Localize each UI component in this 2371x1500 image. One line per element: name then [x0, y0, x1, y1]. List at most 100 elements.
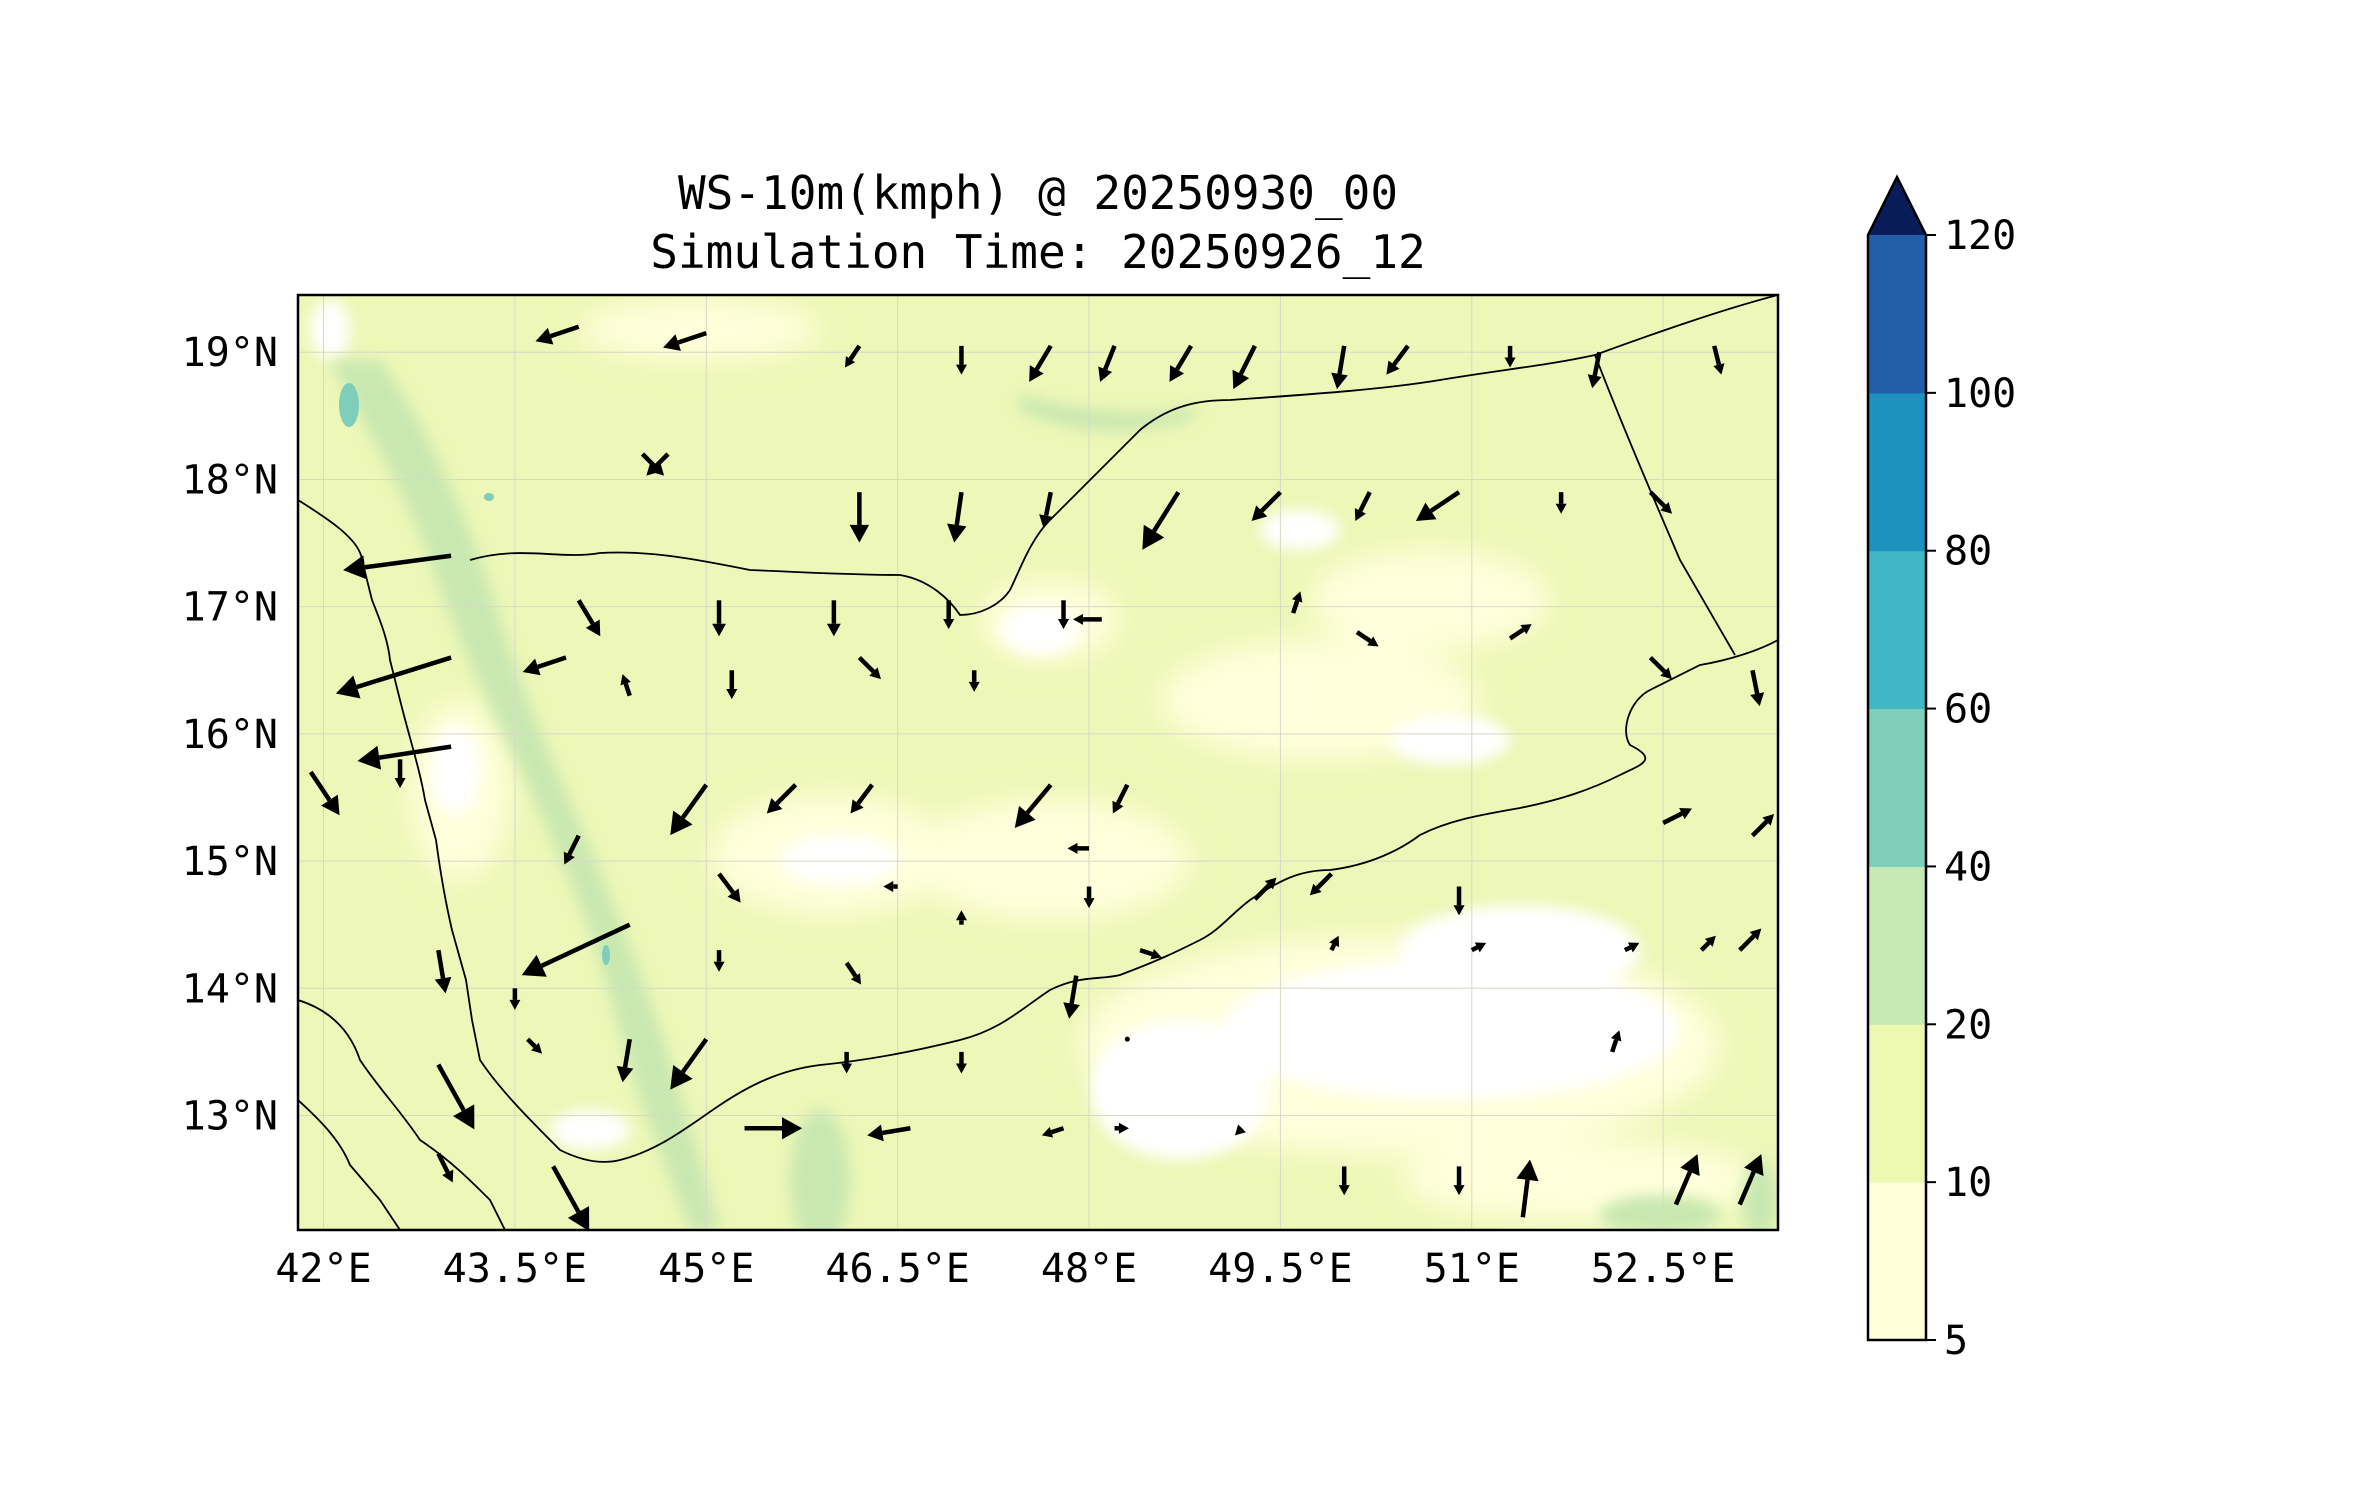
wind-arrow-head: [1660, 502, 1673, 514]
y-tick-label: 13°N: [182, 1094, 278, 1140]
y-tick-label: 18°N: [182, 457, 278, 503]
wind-arrow: [1738, 928, 1762, 952]
wind-arrow-head: [826, 623, 841, 637]
wind-arrow-shaft: [1520, 1179, 1530, 1218]
wind-arrow: [1470, 942, 1487, 953]
wind-arrow-head: [1098, 366, 1113, 382]
wind-arrow-shaft: [576, 599, 595, 625]
wind-arrow-shaft: [1662, 811, 1683, 825]
wind-arrow-shaft: [1238, 344, 1257, 375]
wind-arrow-shaft: [677, 331, 707, 345]
colorbar-frame: [1866, 174, 1928, 1342]
wind-arrow-head: [1029, 365, 1044, 382]
title-line-2: Simulation Time: 20250926_12: [650, 225, 1425, 279]
wind-arrow-shaft: [1508, 627, 1525, 641]
x-axis-ticks: 42°E 43.5°E 45°E 46.5°E 48°E 49.5°E 51°E 52.5°E: [275, 1246, 1735, 1292]
wind-arrow-shaft: [1358, 491, 1372, 512]
wind-arrow: [1041, 1126, 1065, 1138]
wind-arrow: [850, 783, 874, 814]
calm-areas: [310, 300, 1680, 1160]
wind-arrow-shaft: [1429, 490, 1461, 513]
wind-arrow-head: [850, 799, 864, 814]
calm-region: [1220, 960, 1680, 1100]
colorbar-segment: [1868, 392, 1926, 552]
wind-arrow-shaft: [1699, 941, 1711, 952]
strong-wind-spot: [602, 945, 610, 965]
wind-arrow-head: [1555, 503, 1567, 514]
wind-arrow-head: [670, 810, 693, 836]
y-axis-ticks: 19°N 18°N 17°N 16°N 15°N 14°N 13°N: [182, 330, 278, 1139]
wind-arrow-head: [1331, 372, 1348, 390]
coastline-red-sea-east: [298, 499, 1778, 1163]
wind-arrow-shaft: [1025, 783, 1053, 815]
wind-arrow-head: [1039, 514, 1054, 529]
calm-region: [1000, 605, 1080, 655]
wind-arrow-shaft: [1470, 945, 1479, 953]
wind-arrow-shaft: [1260, 490, 1283, 513]
wind-arrow-shaft: [1737, 1170, 1756, 1206]
wind-arrow-head: [1112, 800, 1124, 814]
wind-arrow-shaft: [717, 872, 735, 894]
moderate-wind-band: [790, 1110, 850, 1230]
wind-arrow-head: [453, 1104, 475, 1130]
wind-arrow: [1516, 1159, 1539, 1218]
wind-arrow-head: [509, 999, 521, 1010]
wind-arrow-head: [531, 1042, 543, 1054]
wind-arrow-head: [1453, 905, 1465, 916]
wind-arrow: [867, 1124, 911, 1142]
wind-arrow: [663, 331, 707, 351]
wind-arrow-head: [1354, 508, 1366, 521]
wind-arrow: [535, 324, 580, 345]
wind-arrow: [1098, 345, 1117, 382]
colorbar-segment: [1868, 1024, 1926, 1183]
colorbar-tick-label: 80: [1944, 529, 1992, 575]
wind-arrow-shaft: [623, 682, 632, 697]
wind-arrow-head: [1142, 524, 1165, 550]
y-tick-label: 17°N: [182, 585, 278, 631]
wind-arrow: [1112, 783, 1130, 814]
wind-arrow-head: [943, 619, 955, 630]
wind-arrow-head: [1516, 1159, 1539, 1182]
wind-arrow: [670, 1037, 709, 1090]
wind-arrow-head: [869, 667, 881, 680]
wind-arrow: [844, 961, 862, 985]
colorbar-segment: [1868, 866, 1926, 1025]
wind-arrow: [1083, 886, 1095, 909]
wind-arrow-head: [1504, 357, 1516, 368]
wind-arrow-shaft: [1355, 630, 1372, 643]
wind-arrow-head: [1014, 805, 1036, 828]
wind-arrow: [841, 1051, 853, 1074]
wind-arrow-shaft: [1139, 948, 1153, 957]
wind-arrow-head: [567, 1206, 590, 1230]
wind-arrow-head: [1680, 1154, 1700, 1176]
wind-arrow-head: [343, 555, 367, 580]
colorbar-tick-label: 100: [1944, 371, 2016, 417]
wind-arrow-shaft: [526, 1037, 537, 1049]
colorbar-tick-label: 5: [1944, 1318, 1968, 1364]
wind-arrow: [1067, 842, 1090, 854]
wind-arrow-head: [1660, 667, 1673, 680]
y-tick-label: 19°N: [182, 330, 278, 376]
wind-arrow-shaft: [1592, 351, 1602, 377]
wind-arrow: [1699, 935, 1716, 952]
calm-region: [1390, 715, 1510, 765]
wind-arrow: [335, 655, 452, 699]
wind-arrow-head: [850, 973, 862, 985]
wind-arrow-shaft: [1315, 872, 1334, 890]
wind-arrow-head: [1744, 1154, 1764, 1176]
wind-arrow-head: [1762, 814, 1775, 826]
wind-arrow: [1338, 1166, 1350, 1196]
wind-arrow-head: [955, 364, 967, 375]
wind-arrow-head: [849, 524, 870, 543]
wind-arrow-shaft: [1043, 491, 1053, 517]
wind-arrow-head: [1627, 942, 1640, 953]
wind-arrow-head: [1169, 365, 1184, 382]
wind-arrow-head: [357, 745, 382, 770]
wind-arrow-head: [1453, 1185, 1465, 1196]
wind-arrow: [434, 949, 452, 994]
wind-arrow-shaft: [1329, 943, 1337, 952]
wind-arrow: [616, 1038, 634, 1083]
wind-arrow: [1063, 975, 1080, 1019]
wind-arrow: [526, 1037, 543, 1054]
